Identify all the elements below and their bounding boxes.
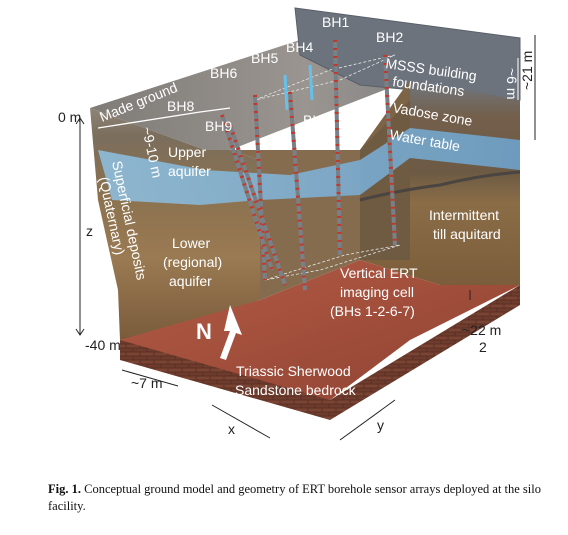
north-arrow (220, 305, 242, 360)
label-depth-40: -40 m (85, 337, 121, 353)
made-ground-line (97, 107, 231, 129)
borehole-bh5 (283, 74, 289, 111)
caption-label: Fig. 1. (48, 482, 81, 496)
label-bh9: BH9 (205, 118, 232, 134)
till-aquitard-line (359, 170, 521, 202)
boreholes (220, 39, 397, 291)
label-lower-1: Lower (172, 235, 210, 251)
label-dim-7: ~7 m (131, 375, 163, 391)
figure-caption: Fig. 1. Conceptual ground model and geom… (48, 481, 548, 515)
borehole-bh1 (333, 39, 342, 256)
label-bh4: BH4 (286, 39, 313, 55)
label-bh6: BH6 (210, 65, 237, 81)
label-bedrock-2: Sandstone bedrock (235, 382, 357, 398)
label-bh1: BH1 (322, 14, 349, 30)
bedrock-floor (120, 260, 520, 400)
label-dim-22: ~22 m (462, 322, 501, 338)
ert-cell-base (264, 244, 401, 281)
label-upper-aquifer-2: aquifer (168, 163, 211, 179)
label-vertical-ert-3: (BHs 1-2-6-7) (330, 303, 415, 319)
label-bh2: BH2 (376, 29, 403, 45)
ground-model-block-diagram: BH1 BH2 BH4 BH5 BH6 BH7 BH8 BH9 Made gro… (58, 7, 536, 441)
label-dim-21: ~21 m (519, 51, 535, 90)
label-bh7: BH7 (303, 112, 330, 128)
borehole-bh2 (383, 54, 397, 246)
label-z-axis: z (86, 223, 93, 239)
label-y-axis: y (377, 417, 384, 433)
bedrock-front-right (330, 285, 520, 420)
label-intermittent-2: till aquitard (433, 226, 501, 242)
label-upper-aquifer-1: Upper (168, 144, 206, 160)
dimension-lines (75, 35, 536, 441)
water-table-band (98, 128, 520, 205)
figure-diagram: BH1 BH2 BH4 BH5 BH6 BH7 BH8 BH9 Made gro… (58, 7, 536, 441)
label-bedrock-1: Triassic Sherwood (236, 363, 351, 379)
label-lower-3: aquifer (169, 273, 212, 289)
label-intermittent-1: Intermittent (429, 207, 499, 223)
label-lower-2: (regional) (163, 254, 222, 270)
label-bh8: BH8 (167, 98, 194, 114)
label-vertical-ert-2: imaging cell (340, 284, 414, 300)
label-dim-6: ~6 m (504, 68, 520, 100)
borehole-bh4 (308, 64, 314, 101)
caption-text: Conceptual ground model and geometry of … (48, 482, 541, 513)
label-vertical-ert-1: Vertical ERT (340, 265, 418, 281)
bedrock-front-left (120, 340, 330, 420)
label-x-axis: x (228, 421, 235, 437)
label-north: N (196, 319, 212, 344)
borehole-bh9 (228, 124, 287, 286)
label-dim-22-sub: 2 (479, 339, 487, 355)
label-depth-0: 0 m (58, 109, 81, 125)
label-bh5: BH5 (251, 50, 278, 66)
